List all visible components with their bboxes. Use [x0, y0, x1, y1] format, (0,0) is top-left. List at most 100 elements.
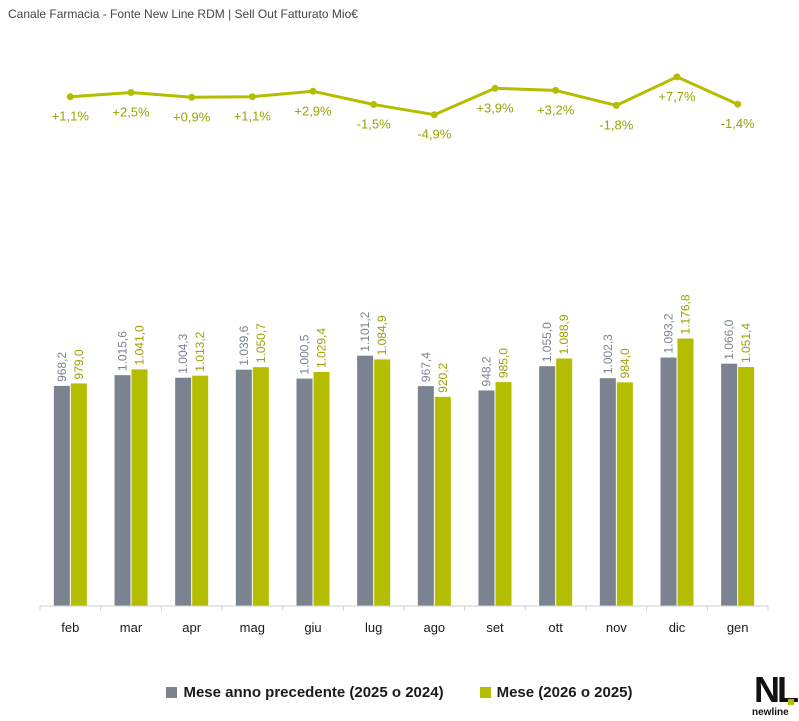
bar-label-curr-nov: 984,0 [618, 348, 632, 378]
variation-point-ott [552, 86, 560, 94]
bar-label-prev-dic: 1.093,2 [662, 313, 676, 353]
legend-label-prev: Mese anno precedente (2025 o 2024) [183, 684, 444, 701]
bar-label-prev-nov: 1.002,3 [601, 334, 615, 374]
bar-layer: 968,2 979,0 1.015,6 1.041,0 1.004,3 1.013,2 1.… [53, 294, 755, 606]
bar-prev-mag [235, 369, 252, 606]
bar-prev-feb [53, 385, 70, 606]
variation-label-set: +3,9% [476, 100, 514, 115]
bar-label-curr-mag: 1.050,7 [254, 323, 268, 363]
x-tick-label-ago: ago [423, 620, 445, 635]
bar-prev-ago [417, 386, 434, 606]
bar-curr-giu [313, 372, 330, 606]
x-tick-label-nov: nov [606, 620, 627, 635]
legend-swatch-curr [479, 687, 491, 698]
variation-line-layer: +1,1% +2,5% +0,9% +1,1% +2,9% -1,5% -4,9% +3,9%… [52, 73, 755, 142]
variation-label-nov: -1,8% [599, 117, 633, 132]
x-tick-label-lug: lug [365, 620, 382, 635]
bar-prev-gen [721, 363, 738, 606]
bar-label-curr-feb: 979,0 [72, 349, 86, 379]
variation-label-gen: -1,4% [721, 116, 755, 131]
bar-label-prev-ott: 1.055,0 [540, 322, 554, 362]
bar-label-prev-ago: 967,4 [419, 352, 433, 382]
bar-label-curr-lug: 1.084,9 [375, 315, 389, 355]
legend-label-curr: Mese (2026 o 2025) [496, 684, 633, 701]
legend-item-curr: Mese (2026 o 2025) [479, 684, 633, 701]
variation-point-lug [370, 101, 378, 108]
bar-label-curr-ago: 920,2 [436, 362, 450, 392]
variation-label-lug: -1,5% [357, 117, 391, 132]
bar-prev-apr [175, 377, 192, 606]
variation-point-mag [248, 93, 256, 101]
bar-label-curr-apr: 1.013,2 [193, 331, 207, 371]
bar-label-curr-dic: 1.176,8 [679, 294, 693, 334]
variation-label-feb: +1,1% [52, 109, 90, 124]
bar-curr-set [495, 382, 512, 606]
bar-prev-nov [599, 378, 616, 606]
bar-label-curr-gen: 1.051,4 [739, 323, 753, 363]
x-axis: feb mar apr mag giu lug ago set ott nov dic gen [39, 605, 769, 635]
bar-label-curr-giu: 1.029,4 [315, 328, 329, 368]
variation-label-ott: +3,2% [537, 102, 575, 117]
bar-label-curr-set: 985,0 [497, 348, 511, 378]
bar-label-prev-lug: 1.101,2 [358, 311, 372, 351]
bar-label-prev-mar: 1.015,6 [116, 331, 130, 371]
x-tick-label-mag: mag [240, 620, 265, 635]
legend-item-prev: Mese anno precedente (2025 o 2024) [166, 684, 444, 701]
variation-label-giu: +2,9% [294, 103, 332, 118]
x-tick-label-ott: ott [548, 620, 563, 635]
x-tick-label-apr: apr [182, 620, 201, 635]
x-tick-label-dic: dic [669, 620, 686, 635]
legend-swatch-prev [166, 687, 178, 698]
x-tick-label-set: set [486, 620, 504, 635]
newline-logo: NL newline [746, 672, 799, 719]
variation-label-mar: +2,5% [112, 105, 150, 120]
bar-label-prev-feb: 968,2 [55, 352, 69, 382]
bar-prev-ott [539, 366, 556, 606]
bar-label-prev-gen: 1.066,0 [722, 319, 736, 359]
chart-canvas: +1,1% +2,5% +0,9% +1,1% +2,9% -1,5% -4,9% +3,9%… [39, 73, 769, 635]
bar-curr-apr [192, 375, 209, 606]
x-tick-label-feb: feb [61, 620, 79, 635]
variation-label-dic: +7,7% [658, 89, 696, 104]
variation-label-ago: -4,9% [417, 127, 451, 142]
bar-curr-mag [252, 367, 269, 606]
variation-label-apr: +0,9% [173, 109, 211, 124]
bar-curr-gen [738, 367, 755, 606]
variation-line [70, 75, 739, 117]
bar-curr-feb [70, 383, 87, 606]
bar-label-curr-mar: 1.041,0 [133, 325, 147, 365]
bar-curr-ago [434, 396, 451, 606]
variation-point-nov [612, 101, 620, 109]
variation-point-gen [734, 100, 742, 108]
bar-prev-giu [296, 378, 313, 606]
variation-label-mag: +1,1% [234, 109, 272, 124]
bar-label-prev-apr: 1.004,3 [176, 333, 190, 373]
variation-point-apr [188, 93, 196, 101]
bar-curr-ott [556, 358, 573, 606]
bar-curr-lug [374, 359, 391, 606]
bar-label-prev-set: 948,2 [480, 356, 494, 386]
bar-prev-dic [660, 357, 677, 606]
x-tick-label-giu: giu [304, 620, 321, 635]
variation-point-mar [127, 89, 135, 96]
bar-label-prev-mag: 1.039,6 [237, 325, 251, 365]
variation-point-feb [66, 93, 74, 101]
chart-legend: Mese anno precedente (2025 o 2024) Mese … [0, 684, 799, 701]
bar-curr-mar [131, 369, 148, 606]
variation-point-giu [309, 87, 317, 95]
variation-point-set [491, 84, 499, 92]
variation-point-dic [673, 73, 681, 81]
chart-subtitle: Canale Farmacia - Fonte New Line RDM | S… [8, 7, 358, 21]
bar-label-prev-giu: 1.000,5 [298, 334, 312, 374]
bar-curr-nov [616, 382, 633, 606]
bar-curr-dic [677, 338, 694, 606]
x-tick-label-gen: gen [727, 620, 749, 635]
logo-text: newline [752, 707, 789, 718]
x-tick-label-mar: mar [120, 620, 143, 635]
variation-point-ago [430, 111, 438, 119]
bar-prev-lug [357, 355, 374, 606]
bar-label-curr-ott: 1.088,9 [557, 314, 571, 354]
bar-prev-mar [114, 375, 131, 606]
logo-dot [788, 699, 794, 705]
bar-prev-set [478, 390, 495, 606]
